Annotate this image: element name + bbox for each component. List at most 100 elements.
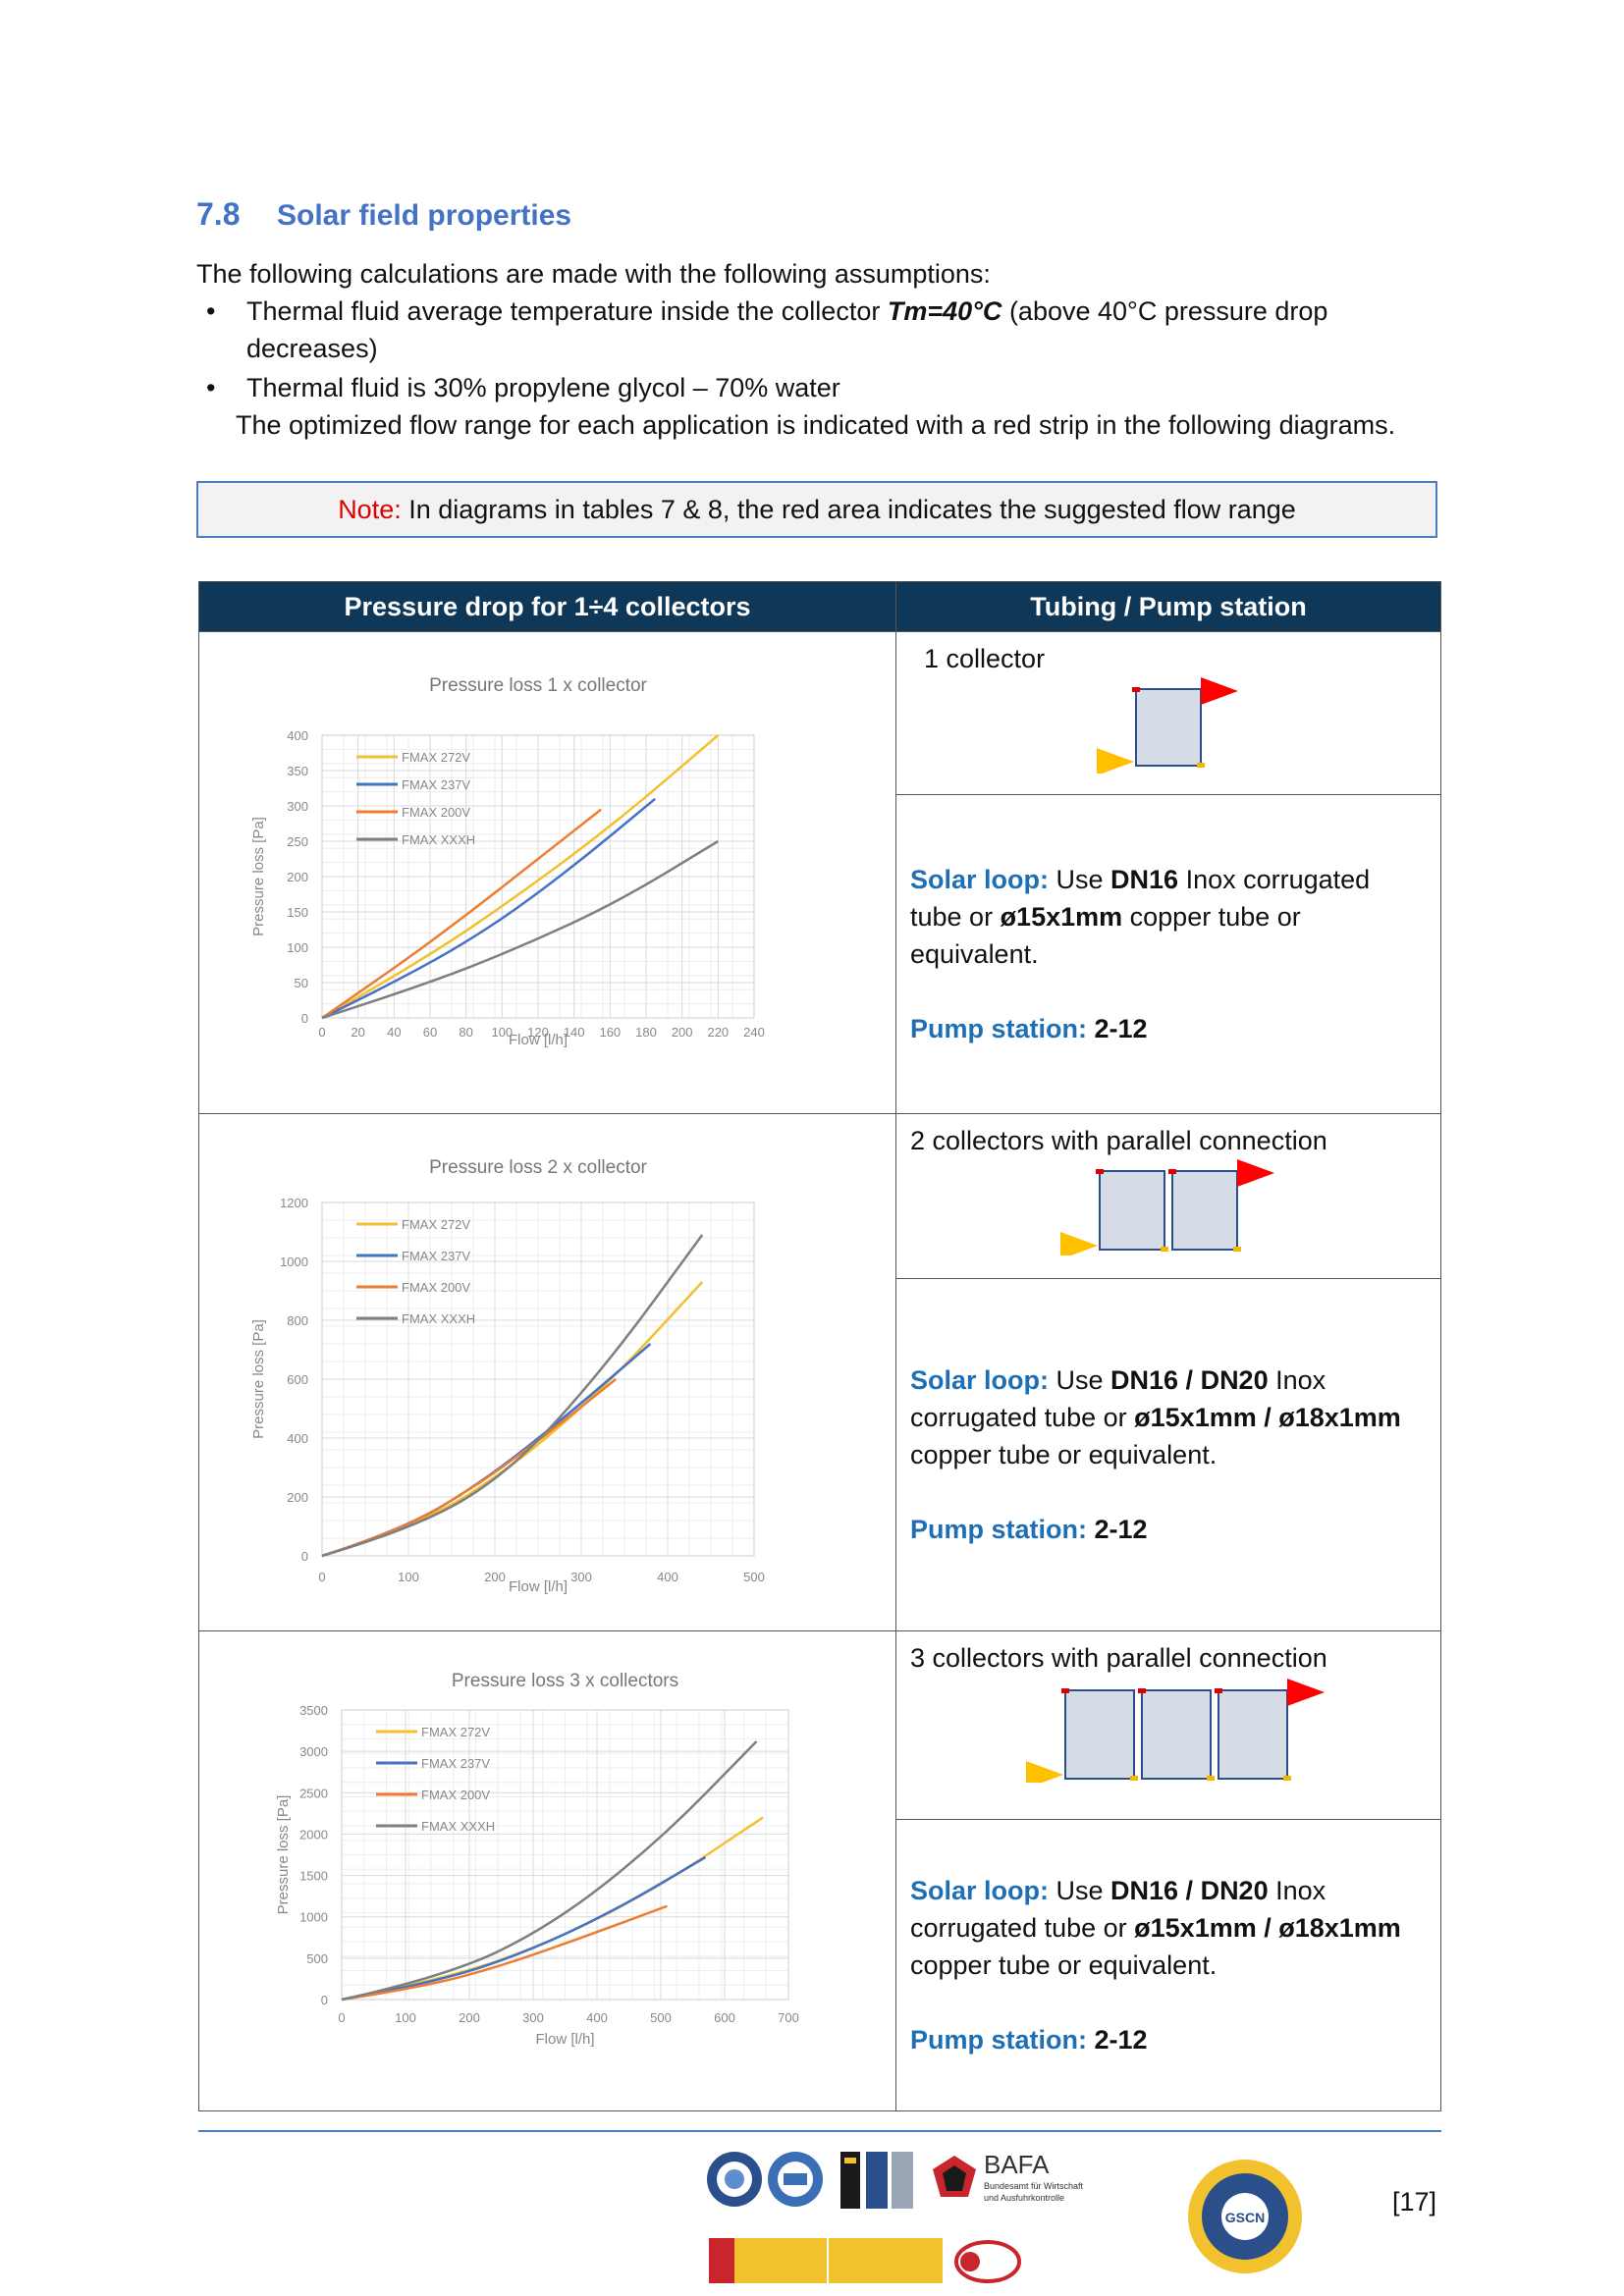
- plot-area: [321, 734, 755, 1019]
- intro-text: The following calculations are made with…: [196, 259, 991, 289]
- y-axis-label: Pressure loss [Pa]: [275, 1795, 292, 1915]
- solar-loop-label: Solar loop:: [910, 865, 1049, 895]
- bullet-item: • Thermal fluid average temperature insi…: [196, 293, 1400, 367]
- hot-outlet-arrow: [1201, 677, 1238, 705]
- x-tick-label: 200: [484, 1570, 506, 1584]
- x-tick-label: 600: [714, 2010, 735, 2025]
- legend-label: FMAX 272V: [402, 1217, 470, 1232]
- pump-station-spec: Pump station: 2-12: [896, 1010, 1440, 1047]
- y-tick-label: 1000: [280, 1255, 308, 1269]
- spec-text: Inox corrugated tube or: [910, 1365, 1326, 1433]
- y-tick-label: 800: [287, 1313, 308, 1328]
- x-tick-label: 400: [586, 2010, 608, 2025]
- table-header-row: Pressure drop for 1÷4 collectors Tubing …: [198, 581, 1441, 632]
- chart-pressure-loss-3: Pressure loss 3 x collectors 0 100 200 300 40…: [275, 1671, 799, 2048]
- collector-panel: [1218, 1689, 1288, 1780]
- series-line: [321, 734, 720, 1020]
- legend-label: FMAX 200V: [402, 1280, 470, 1295]
- spec-text: Use: [1049, 1876, 1111, 1906]
- gscn-text: GSCN: [1225, 2210, 1265, 2225]
- footer-divider: [198, 2130, 1441, 2132]
- y-tick-label: 1200: [280, 1196, 308, 1210]
- legend-label: FMAX 272V: [421, 1725, 490, 1739]
- y-tick-label: 300: [287, 799, 308, 814]
- x-axis-label: Flow [l/h]: [535, 2031, 594, 2048]
- pump-station-label: Pump station:: [910, 2025, 1087, 2056]
- chart-title: Pressure loss 2 x collector: [429, 1157, 647, 1178]
- bullet-dot: •: [206, 373, 216, 402]
- config-cell: 2 collectors with parallel connection: [895, 1112, 1441, 1280]
- series-line: [341, 1740, 758, 2002]
- cold-inlet-arrow: [1097, 748, 1134, 774]
- cold-inlet-arrow: [1060, 1232, 1098, 1255]
- gscn-seal-logo: GSCN: [1188, 2160, 1302, 2273]
- y-tick-label: 0: [301, 1549, 308, 1564]
- y-tick-label: 400: [287, 1431, 308, 1446]
- y-tick-label: 400: [287, 728, 308, 743]
- section-number: 7.8: [196, 196, 241, 232]
- spec-text: copper tube or equivalent.: [910, 902, 1301, 970]
- legend-label: FMAX XXXH: [402, 832, 475, 847]
- config-title: 3 collectors with parallel connection: [910, 1643, 1327, 1673]
- bafa-subtitle: Bundesamt für Wirtschaft: [984, 2181, 1084, 2191]
- x-tick-label: 0: [318, 1570, 325, 1584]
- chart-title: Pressure loss 1 x collector: [429, 675, 647, 696]
- plot-area: [321, 1201, 755, 1557]
- header-tubing: Tubing / Pump station: [895, 581, 1441, 632]
- chart-cell: Pressure loss 1 x collector 0 20 40 60 80 100 1…: [198, 631, 896, 1114]
- outlet-marker: [1132, 687, 1140, 692]
- certification-logo: [707, 2152, 762, 2207]
- spec-bold: DN16 / DN20: [1110, 1876, 1269, 1906]
- chart-pressure-loss-1: Pressure loss 1 x collector 0 20 40 60 80 100 1…: [250, 675, 765, 1048]
- legend-label: FMAX XXXH: [402, 1311, 475, 1326]
- spec-bold: ø15x1mm: [1000, 902, 1123, 933]
- y-tick-label: 600: [287, 1372, 308, 1387]
- y-tick-label: 3000: [299, 1744, 328, 1759]
- x-tick-label: 300: [570, 1570, 592, 1584]
- y-axis-label: Pressure loss [Pa]: [250, 817, 267, 936]
- legend-label: FMAX 272V: [402, 750, 470, 765]
- y-tick-label: 1000: [299, 1910, 328, 1925]
- bullet-text: Thermal fluid is 30% propylene glycol – …: [246, 373, 840, 402]
- x-tick-label: 40: [387, 1025, 401, 1040]
- series-line: [321, 839, 719, 1020]
- x-tick-label: 100: [491, 1025, 513, 1040]
- inlet-marker: [1207, 1776, 1215, 1781]
- y-tick-label: 100: [287, 940, 308, 955]
- collector-diagram: [1060, 1159, 1274, 1255]
- config-title: 1 collector: [924, 644, 1046, 673]
- x-tick-label: 180: [635, 1025, 657, 1040]
- collector-panel: [1099, 1170, 1165, 1251]
- pump-station-value: 2-12: [1094, 1515, 1148, 1545]
- table-row: Pressure loss 2 x collector 0 100 200 300 400…: [198, 1112, 1441, 1631]
- outlet-marker: [1096, 1169, 1104, 1174]
- hot-outlet-arrow: [1287, 1679, 1325, 1706]
- inlet-marker: [1130, 1776, 1138, 1781]
- pump-station-spec: Pump station: 2-12: [896, 1511, 1440, 1548]
- series-line: [321, 808, 602, 1020]
- series-line: [321, 1281, 704, 1558]
- collector-diagram: [1026, 1679, 1325, 1783]
- hot-outlet-arrow: [1237, 1159, 1274, 1187]
- spec-text: Inox corrugated tube or: [910, 1876, 1326, 1944]
- spec-text: Inox corrugated tube or: [910, 865, 1371, 933]
- config-cell: 3 collectors with parallel connection: [895, 1629, 1441, 1821]
- spec-bold: ø15x1mm / ø18x1mm: [1134, 1913, 1401, 1944]
- x-tick-label: 120: [527, 1025, 549, 1040]
- spec-bold: ø15x1mm / ø18x1mm: [1134, 1403, 1401, 1433]
- y-tick-label: 500: [306, 1951, 328, 1966]
- spec-cell: Solar loop: Use DN16 / DN20 Inox corruga…: [895, 1278, 1441, 1631]
- solar-loop-spec: Solar loop: Use DN16 / DN20 Inox corruga…: [896, 1872, 1440, 1984]
- x-tick-label: 200: [672, 1025, 693, 1040]
- y-tick-label: 200: [287, 870, 308, 884]
- table-row: Pressure loss 1 x collector 0 20 40 60 80 100 1…: [198, 630, 1441, 1114]
- collector-panel: [1171, 1170, 1238, 1251]
- spec-bold: DN16: [1110, 865, 1179, 895]
- y-tick-label: 0: [301, 1011, 308, 1026]
- legend-label: FMAX 237V: [402, 777, 470, 792]
- bullet-text: Thermal fluid average temperature inside…: [246, 296, 888, 326]
- bullet-emphasis: Tm=40°C: [887, 296, 1002, 326]
- collector-diagram: [1097, 677, 1238, 774]
- x-tick-label: 700: [778, 2010, 799, 2025]
- note-label: Note:: [338, 495, 402, 524]
